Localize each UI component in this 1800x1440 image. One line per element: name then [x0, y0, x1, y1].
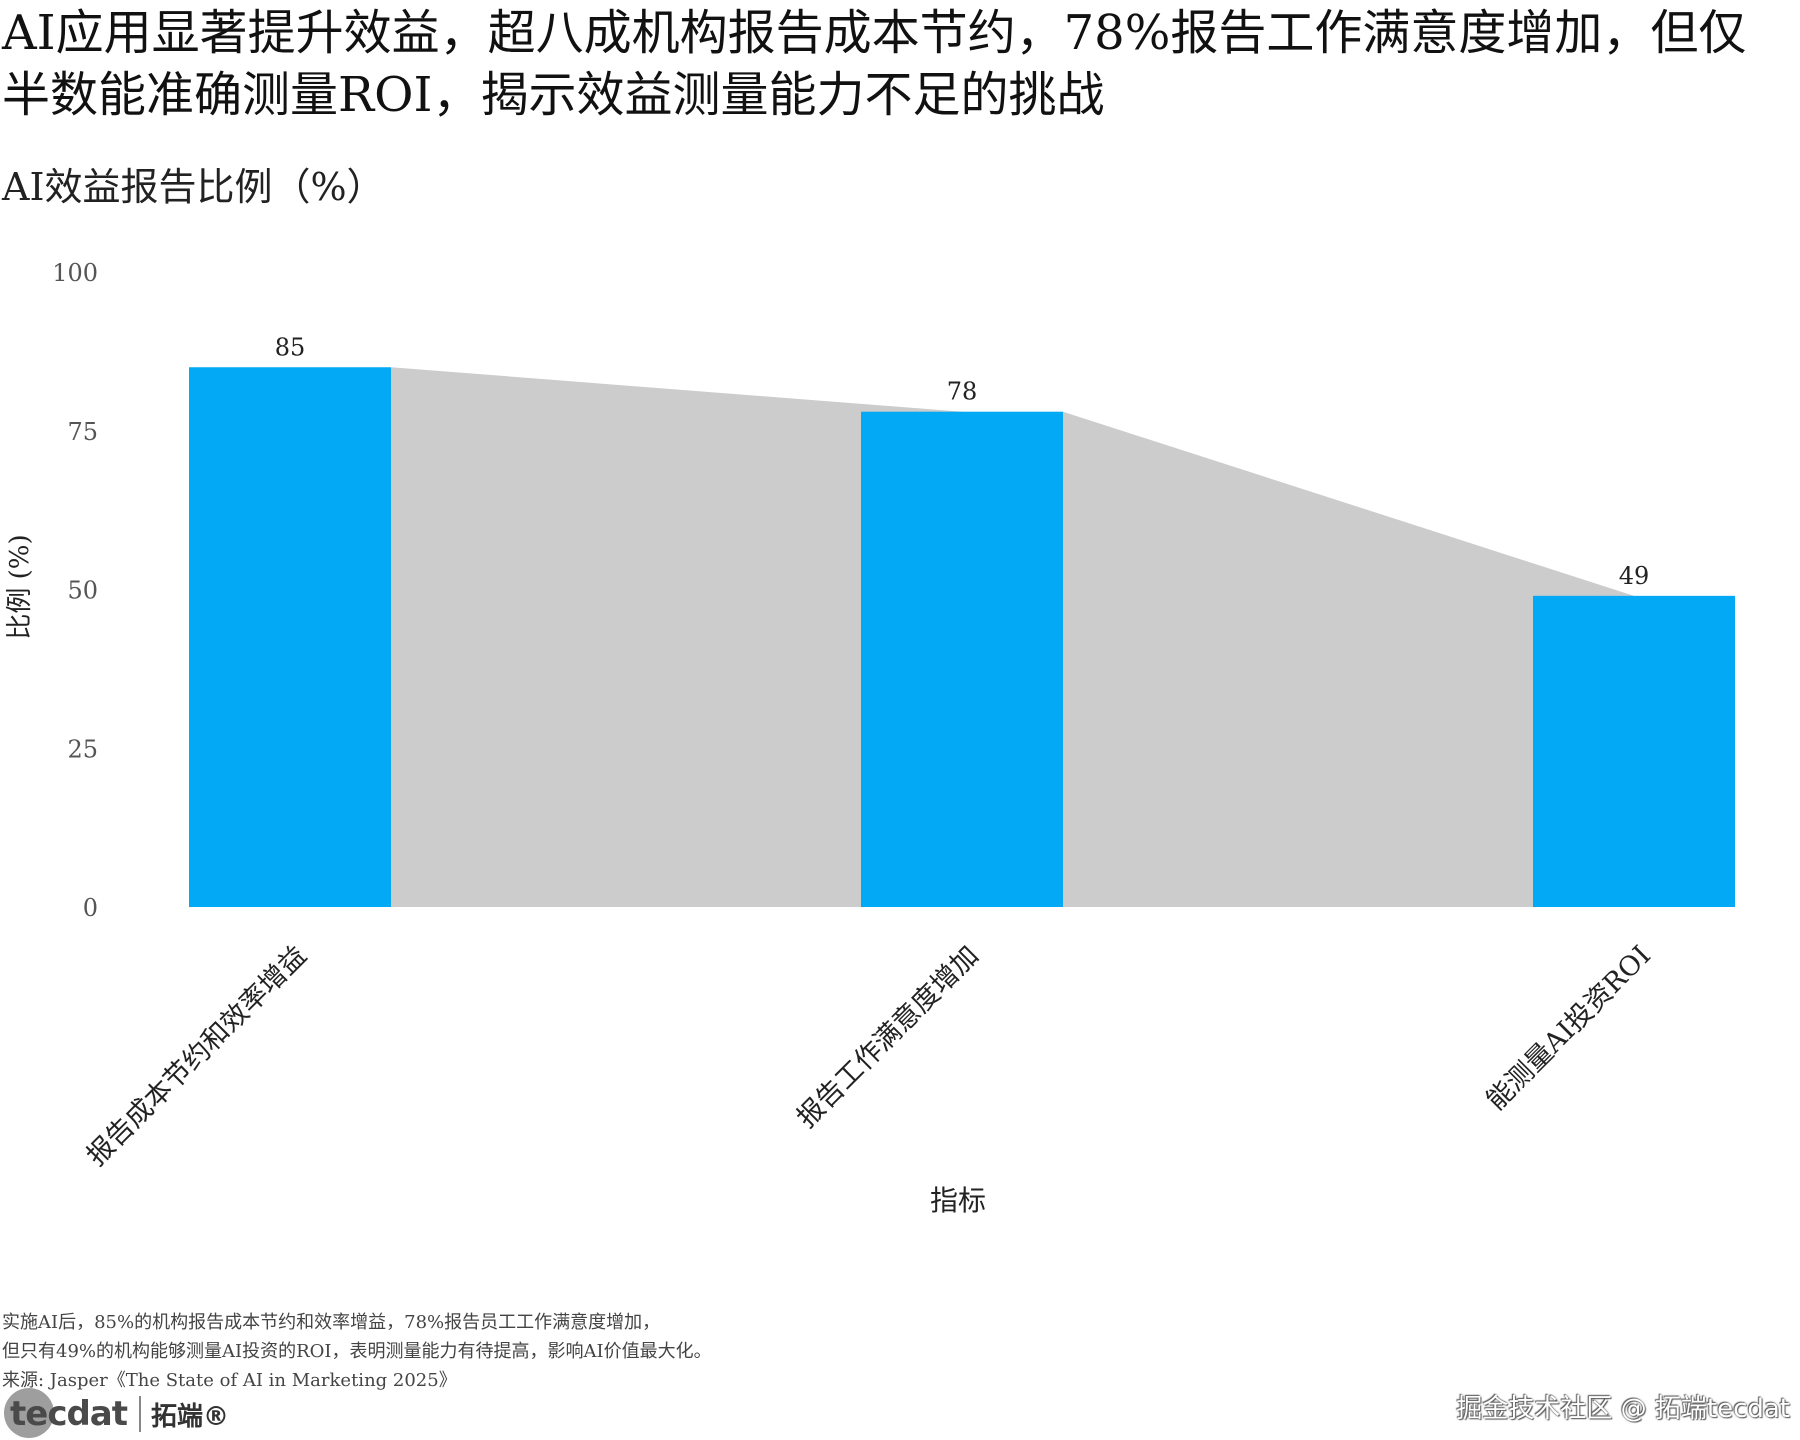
data-label-1: 85	[275, 333, 306, 361]
y-tick-label-75: 75	[67, 418, 98, 446]
x-axis-label: 指标	[930, 1184, 986, 1217]
bar-3	[1533, 595, 1735, 907]
bar-1	[189, 367, 391, 907]
connector-area-layer	[391, 367, 1634, 907]
x-tick-label-2: 报告工作满意度增加	[791, 940, 985, 1134]
connector-area-1	[391, 367, 962, 907]
y-axis-label: 比例 (%)	[5, 534, 35, 639]
footnote-line-1: 实施AI后，85%的机构报告成本节约和效率增益，78%报告员工工作满意度增加，	[2, 1312, 661, 1333]
y-tick-layer: 0 25 50 75 100	[52, 259, 98, 922]
x-tick-label-3: 能测量AI投资ROI	[1481, 940, 1657, 1116]
bar-layer	[189, 367, 1735, 907]
bar-2	[861, 411, 1063, 907]
logo-circle-icon	[4, 1388, 54, 1438]
logo-wordmark: tecdat	[10, 1394, 128, 1434]
bar-chart: 85 78 49 0 25 50 75 100 报告成本节约和效率增益 报告工作满意度增加 能测…	[5, 259, 1735, 1217]
tecdat-logo: tecdat 拓端®	[4, 1388, 229, 1440]
y-tick-label-100: 100	[52, 259, 98, 287]
logo-divider	[139, 1396, 142, 1432]
connector-area-2	[1063, 411, 1634, 907]
y-tick-label-50: 50	[67, 577, 98, 605]
y-tick-label-0: 0	[83, 894, 98, 922]
source-note: 来源: Jasper《The State of AI in Marketing …	[2, 1370, 457, 1391]
data-label-layer: 85 78 49	[275, 333, 1650, 590]
x-tick-layer: 报告成本节约和效率增益 报告工作满意度增加 能测量AI投资ROI	[81, 940, 1657, 1172]
watermark: 掘金技术社区 @ 拓端tecdat	[1456, 1394, 1790, 1424]
data-label-2: 78	[947, 378, 978, 406]
data-label-3: 49	[1619, 562, 1650, 590]
y-tick-label-25: 25	[67, 735, 98, 763]
logo-chinese-name: 拓端®	[151, 1401, 230, 1432]
chart-title: AI应用显著提升效益，超八成机构报告成本节约，78%报告工作满意度增加，但仅半数…	[2, 5, 1747, 123]
x-tick-label-1: 报告成本节约和效率增益	[81, 940, 313, 1172]
footnote-line-2: 但只有49%的机构能够测量AI投资的ROI，表明测量能力有待提高，影响AI价值最…	[2, 1341, 712, 1362]
chart-subtitle: AI效益报告比例（%）	[2, 165, 385, 209]
